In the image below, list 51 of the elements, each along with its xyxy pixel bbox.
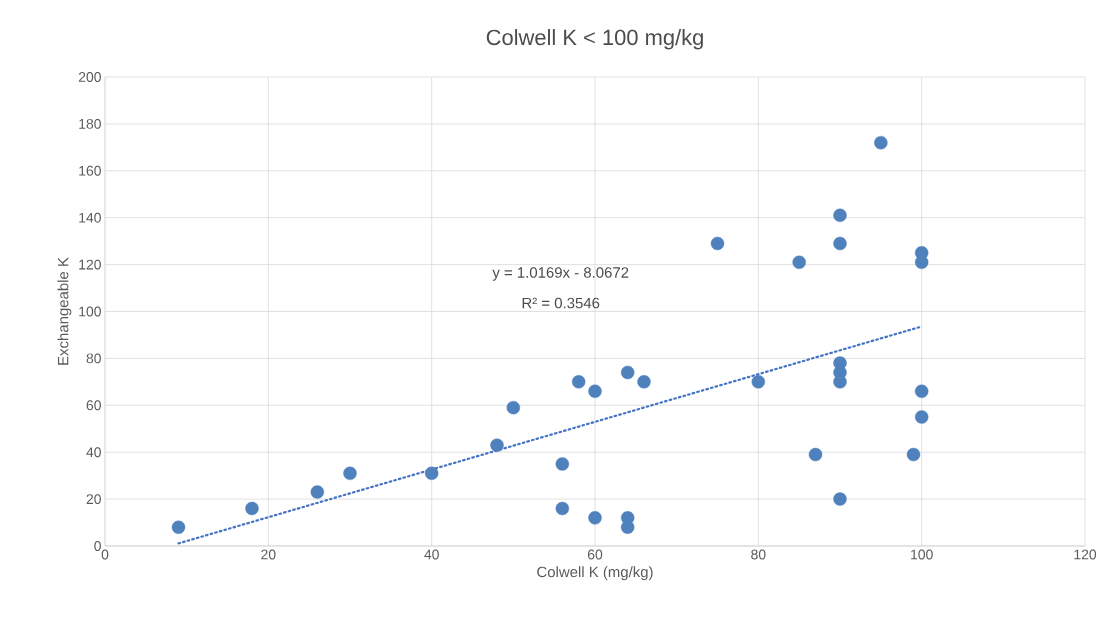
point xyxy=(833,492,847,506)
point xyxy=(620,520,635,534)
point xyxy=(833,236,847,251)
y-tick-label: 40 xyxy=(86,447,101,458)
y-tick-label: 0 xyxy=(94,541,101,551)
point xyxy=(710,236,725,251)
x-tick-label: 80 xyxy=(751,549,766,560)
x-tick-label: 60 xyxy=(587,549,603,560)
x-tick-label: 20 xyxy=(261,549,276,560)
point xyxy=(833,375,847,389)
point xyxy=(808,447,823,462)
annotation: R² = 0.3546 xyxy=(522,297,600,309)
point xyxy=(171,520,186,534)
y-tick-label: 100 xyxy=(79,306,101,317)
point xyxy=(914,410,929,424)
y-tick-label: 60 xyxy=(86,400,101,411)
point xyxy=(490,438,504,452)
point xyxy=(571,375,586,389)
y-tick-label: 200 xyxy=(78,72,101,82)
point xyxy=(506,400,521,415)
y-tick-label: 120 xyxy=(79,259,101,270)
point xyxy=(555,501,570,516)
point xyxy=(914,384,929,398)
x-tick-label: 120 xyxy=(1074,549,1097,560)
y-tick-label: 180 xyxy=(79,118,101,129)
point xyxy=(751,375,766,389)
point xyxy=(343,466,357,480)
point xyxy=(906,447,921,462)
point xyxy=(555,457,570,471)
point xyxy=(245,501,259,516)
point xyxy=(620,365,635,380)
point xyxy=(424,466,439,480)
point xyxy=(874,135,888,150)
point xyxy=(914,255,929,269)
point xyxy=(310,485,325,499)
point xyxy=(637,375,651,389)
x-tick-label: 0 xyxy=(101,549,109,560)
point xyxy=(588,511,602,525)
point xyxy=(792,255,806,269)
x-tick-label: 40 xyxy=(424,549,439,560)
x-axis-title: Colwell K (mg/kg) xyxy=(537,566,653,581)
annotation: y = 1.0169x - 8.0672 xyxy=(492,267,629,281)
point xyxy=(588,384,602,398)
y-tick-label: 20 xyxy=(86,494,101,505)
chart-title: Colwell K < 100 mg/kg xyxy=(486,29,703,50)
y-tick-label: 140 xyxy=(79,212,101,223)
point xyxy=(833,208,847,223)
y-tick-label: 80 xyxy=(86,353,101,364)
x-tick-label: 100 xyxy=(911,549,933,560)
y-tick-label: 160 xyxy=(79,165,101,176)
y-axis-title: Exchangeable K xyxy=(57,257,72,365)
